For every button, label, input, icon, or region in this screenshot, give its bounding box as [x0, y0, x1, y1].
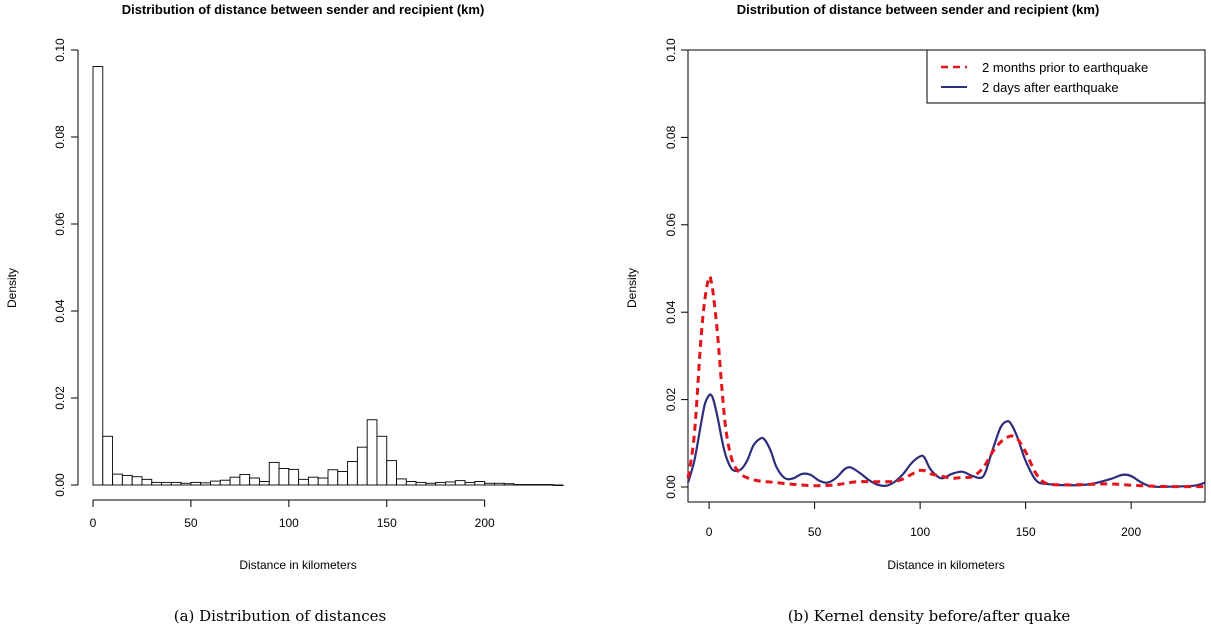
chart-a-title: Distribution of distance between sender …: [122, 2, 485, 17]
histogram-panel: 0 50 100 150 200 0.00 0.02 0.04 0.06 0.08 0.10: [53, 38, 564, 530]
histogram-bar: [180, 482, 192, 486]
histogram-bar: [386, 460, 397, 486]
histogram-bar: [347, 461, 358, 486]
histogram-bar: [210, 480, 221, 486]
chart-b-caption: (b) Kernel density before/after quake: [788, 607, 1071, 625]
histogram-bar: [268, 461, 280, 486]
histogram-bar: [474, 481, 486, 486]
histogram-bar: [200, 482, 211, 486]
histogram-bar: [523, 484, 535, 486]
y-tick-label: 0.08: [53, 125, 67, 149]
histogram-bar: [219, 479, 231, 486]
legend-box: [926, 49, 1206, 104]
x-tick-label: 50: [808, 525, 822, 539]
x-tick-label: 100: [910, 525, 930, 539]
histogram-bar: [102, 435, 114, 486]
histogram-bar: [445, 481, 456, 486]
histogram-bar: [435, 481, 446, 486]
legend-label-after: 2 days after earthquake: [982, 80, 1119, 95]
histogram-bar: [356, 446, 368, 486]
y-tick-label: 0.02: [53, 386, 67, 410]
y-tick-label: 0.04: [664, 300, 678, 324]
chart-b-xlabel: Distance in kilometers: [887, 558, 1004, 572]
histogram-bar: [161, 481, 172, 486]
chart-a-caption: (a) Distribution of distances: [174, 607, 387, 625]
histogram-bar: [259, 481, 270, 486]
series-line-after-quake: [686, 393, 1206, 488]
y-tick-label: 0.10: [53, 38, 67, 62]
histogram-bar: [327, 469, 339, 486]
chart-a-ylabel: Density: [5, 268, 19, 308]
histogram-bar: [298, 478, 309, 486]
series-line-before-quake: [686, 274, 1206, 489]
y-tick-label: 0.06: [664, 213, 678, 237]
histogram-bar: [425, 482, 437, 486]
y-tick-label: 0.02: [664, 388, 678, 412]
plot-frame: [687, 49, 1206, 503]
histogram-bar: [415, 481, 427, 486]
histogram-bar: [307, 476, 319, 486]
histogram-bar: [249, 477, 260, 486]
histogram-bar: [494, 482, 505, 486]
histogram-bar: [92, 66, 104, 486]
chart-b-title: Distribution of distance between sender …: [737, 2, 1100, 17]
y-tick-label: 0.00: [664, 475, 678, 499]
histogram-bar: [288, 468, 300, 486]
y-tick-label: 0.08: [664, 125, 678, 149]
legend-label-before: 2 months prior to earthquake: [982, 60, 1148, 75]
histogram-bar: [170, 481, 182, 486]
histogram-bar: [376, 435, 388, 486]
histogram-bar: [542, 484, 554, 486]
histogram-bar: [552, 484, 564, 486]
x-tick-label: 200: [475, 516, 495, 530]
histogram-bar: [513, 484, 525, 486]
histogram-bar: [190, 481, 202, 486]
histogram-bar: [121, 474, 133, 486]
histogram-bar: [405, 481, 417, 486]
histogram-bar: [317, 477, 329, 486]
x-tick-label: 0: [706, 525, 713, 539]
x-tick-label: 200: [1121, 525, 1141, 539]
histogram-bar: [396, 478, 407, 486]
histogram-bar: [278, 468, 290, 486]
histogram-bar: [229, 476, 241, 486]
x-tick-label: 150: [1016, 525, 1036, 539]
y-tick-label: 0.06: [53, 212, 67, 236]
kernel-density-panel: 0 50 100 150 200 0.00 0.02 0.04 0.06 0.08 0.10: [664, 38, 1206, 539]
chart-a-xlabel: Distance in kilometers: [239, 558, 356, 572]
chart-b-legend: 2 months prior to earthquake 2 days afte…: [926, 49, 1206, 104]
histogram-bar: [484, 482, 495, 486]
x-tick-label: 0: [90, 516, 97, 530]
y-tick-label: 0.10: [664, 38, 678, 62]
x-tick-label: 100: [279, 516, 299, 530]
x-tick-label: 150: [377, 516, 397, 530]
y-tick-label: 0.04: [53, 299, 67, 323]
histogram-bar: [112, 473, 123, 486]
histogram-bar: [131, 476, 143, 486]
histogram-bar: [533, 484, 544, 486]
histogram-bar: [366, 419, 378, 486]
x-tick-label: 50: [184, 516, 198, 530]
chart-b-ylabel: Density: [625, 268, 639, 308]
y-tick-label: 0.00: [53, 473, 67, 497]
histogram-bar: [141, 478, 153, 486]
histogram-bar: [239, 474, 251, 486]
histogram-bar: [337, 471, 349, 486]
histogram-bar: [151, 481, 162, 486]
histogram-bar: [464, 481, 476, 486]
histogram-bar: [454, 480, 466, 486]
histogram-bar: [503, 483, 515, 486]
